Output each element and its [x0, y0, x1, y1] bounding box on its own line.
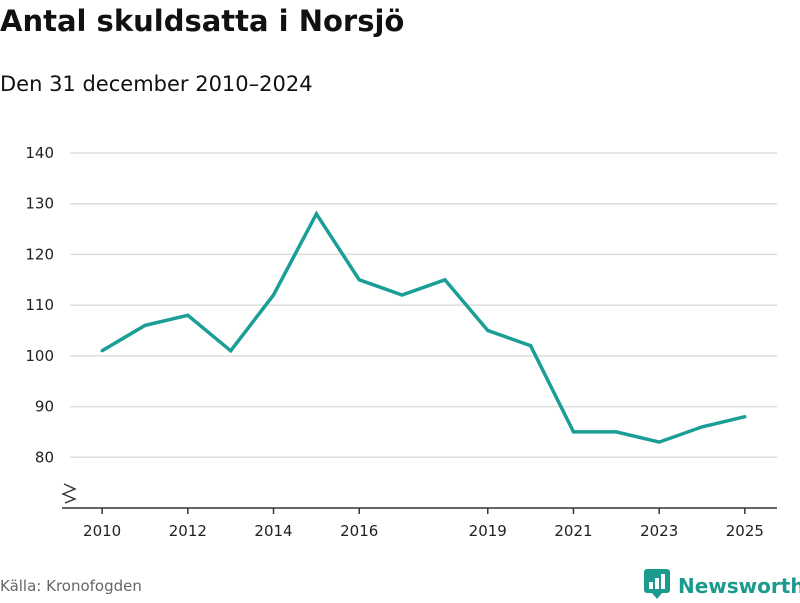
- series: [100, 210, 747, 444]
- data-point-2014: [271, 293, 276, 297]
- y-tick-label-90: 90: [35, 398, 54, 416]
- data-point-2015: [314, 212, 318, 216]
- data-point-2025: [743, 415, 747, 419]
- x-tick-label-2012: 2012: [169, 522, 207, 540]
- axis-break-icon: [61, 483, 77, 504]
- data-point-2012: [186, 313, 190, 317]
- grid-lines: [70, 152, 777, 459]
- newsworthy-brand[interactable]: Newsworthy: [644, 569, 800, 603]
- data-point-2016: [357, 278, 361, 282]
- y-tick-label-80: 80: [35, 448, 54, 466]
- source-note: Källa: Kronofogden: [0, 577, 142, 595]
- data-point-2024: [700, 425, 704, 429]
- y-tick-label-120: 120: [25, 245, 54, 263]
- data-point-2019: [486, 328, 490, 333]
- x-tick-label-2010: 2010: [83, 522, 121, 540]
- series-line-0: [101, 210, 746, 444]
- x-tick-label-2019: 2019: [469, 522, 507, 540]
- axes: [61, 483, 777, 514]
- y-tick-label-140: 140: [25, 144, 54, 162]
- y-tick-label-100: 100: [25, 347, 54, 365]
- data-point-2018: [443, 278, 447, 282]
- data-point-2022: [614, 430, 618, 434]
- y-tick-label-110: 110: [25, 296, 54, 314]
- newsworthy-logo-icon: [644, 569, 670, 603]
- data-point-2011: [143, 323, 147, 328]
- data-point-2017: [400, 293, 404, 297]
- x-tick-label-2023: 2023: [640, 522, 678, 540]
- data-point-2010: [100, 349, 104, 353]
- brand-name: Newsworthy: [678, 574, 800, 598]
- x-tick-label-2014: 2014: [254, 522, 292, 540]
- y-tick-label-130: 130: [25, 195, 54, 213]
- data-point-2023: [657, 440, 661, 444]
- x-tick-label-2025: 2025: [726, 522, 764, 540]
- x-tick-label-2016: 2016: [340, 522, 378, 540]
- data-point-2021: [571, 430, 576, 434]
- tick-labels: 80 90 100 110 120 130 140 2010 2012 2014 2016 2019 2…: [25, 144, 764, 540]
- x-tick-label-2021: 2021: [554, 522, 592, 540]
- chart-title: Antal skuldsatta i Norsjö: [0, 4, 405, 38]
- data-point-2013: [229, 349, 233, 353]
- chart-subtitle: Den 31 december 2010–2024: [0, 72, 313, 96]
- data-point-2020: [529, 344, 533, 348]
